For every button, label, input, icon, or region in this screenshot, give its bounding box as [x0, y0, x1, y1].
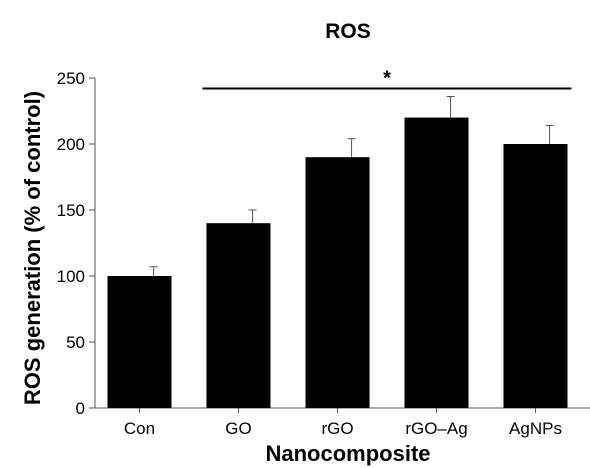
x-tick-label: Con [124, 419, 155, 438]
x-tick-label: rGO [321, 419, 353, 438]
x-axis-title: Nanocomposite [265, 441, 430, 466]
x-tick-label: GO [225, 419, 251, 438]
x-tick-label: AgNPs [509, 419, 562, 438]
y-axis-title: ROS generation (% of control) [20, 91, 45, 405]
bar-rGO–Ag [404, 117, 469, 408]
x-ticks: Con GO rGO rGO–Ag AgNPs [124, 408, 562, 438]
y-tick-label: 150 [57, 201, 85, 220]
bar-AgNPs [503, 144, 568, 408]
chart-title: ROS [325, 20, 371, 43]
bar-rGO [305, 157, 370, 408]
bar-Con [107, 276, 172, 408]
error-bars [149, 95, 554, 276]
significance-annotation: * [202, 68, 572, 90]
y-tick-label: 100 [57, 267, 85, 286]
y-tick-label: 250 [57, 69, 85, 88]
y-tick-label: 200 [57, 135, 85, 154]
y-tick-label: 0 [76, 399, 85, 418]
y-ticks: 0 50 100 150 200 250 [57, 69, 95, 418]
y-tick-label: 50 [66, 333, 85, 352]
bar-GO [206, 223, 271, 408]
bars [107, 117, 568, 408]
significance-label: * [383, 68, 391, 90]
x-tick-label: rGO–Ag [405, 419, 467, 438]
